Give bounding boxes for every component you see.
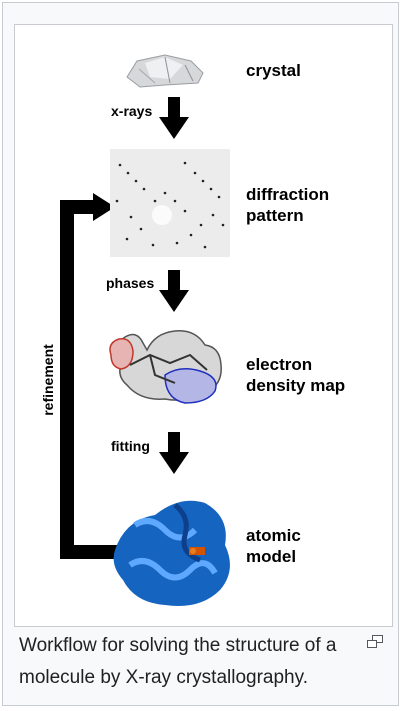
figure-image[interactable]: refinement crystal x-rays <box>14 24 393 627</box>
step-label-diffraction: diffraction <box>246 185 329 204</box>
arrow-label-x-rays: x-rays <box>111 103 152 119</box>
diffraction-pattern-image <box>110 149 230 257</box>
atomic-model-image <box>113 500 230 606</box>
refinement-loop-arrow <box>60 193 118 559</box>
enlarge-icon[interactable] <box>367 635 383 649</box>
figure-thumbnail: refinement crystal x-rays <box>2 2 399 706</box>
step-label-pattern: pattern <box>246 206 304 225</box>
step-label-electron: electron <box>246 355 312 374</box>
step-label-atomic: atomic <box>246 526 301 545</box>
step-label-crystal: crystal <box>246 61 301 80</box>
arrow-down-icon <box>159 270 189 312</box>
electron-density-map-image <box>109 330 222 404</box>
arrow-down-icon <box>159 97 189 139</box>
refinement-label: refinement <box>40 344 56 416</box>
figure-caption: Workflow for solving the structure of a … <box>19 635 337 688</box>
arrow-down-icon <box>159 432 189 474</box>
step-label-density-map: density map <box>246 376 345 395</box>
step-label-model: model <box>246 547 296 566</box>
crystal-image <box>126 54 204 88</box>
arrow-label-phases: phases <box>106 275 154 291</box>
arrow-label-fitting: fitting <box>111 438 150 454</box>
